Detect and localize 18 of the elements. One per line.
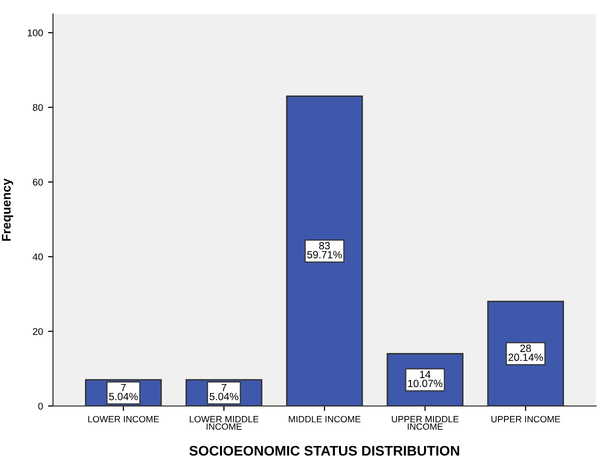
y-tick-label: 60 — [32, 178, 43, 186]
x-tick-label: LOWER INCOME — [88, 416, 159, 422]
y-tick-label: 40 — [32, 253, 43, 260]
data-label: 7 5.04% — [109, 384, 138, 400]
data-label: 83 59.71% — [307, 242, 342, 258]
y-tick-label: 0 — [38, 402, 43, 410]
x-axis-title: SOCIOEONOMIC STATUS DISTRIBUTION — [189, 446, 460, 456]
y-axis-title: Frequency — [2, 178, 14, 241]
y-tick-label: 20 — [32, 328, 43, 335]
data-label: 28 20.14% — [508, 344, 543, 362]
y-tick-label: 80 — [32, 104, 43, 111]
x-tick-label: LOWER MIDDLE INCOME — [190, 416, 258, 430]
y-tick-label: 100 — [28, 29, 43, 36]
x-tick-label: UPPER MIDDLE INCOME — [392, 416, 459, 430]
x-tick-label: MIDDLE INCOME — [288, 416, 360, 422]
x-tick-label: UPPER INCOME — [491, 416, 560, 422]
data-label: 7 5.04% — [210, 384, 238, 400]
data-label: 14 10.07% — [408, 370, 442, 388]
